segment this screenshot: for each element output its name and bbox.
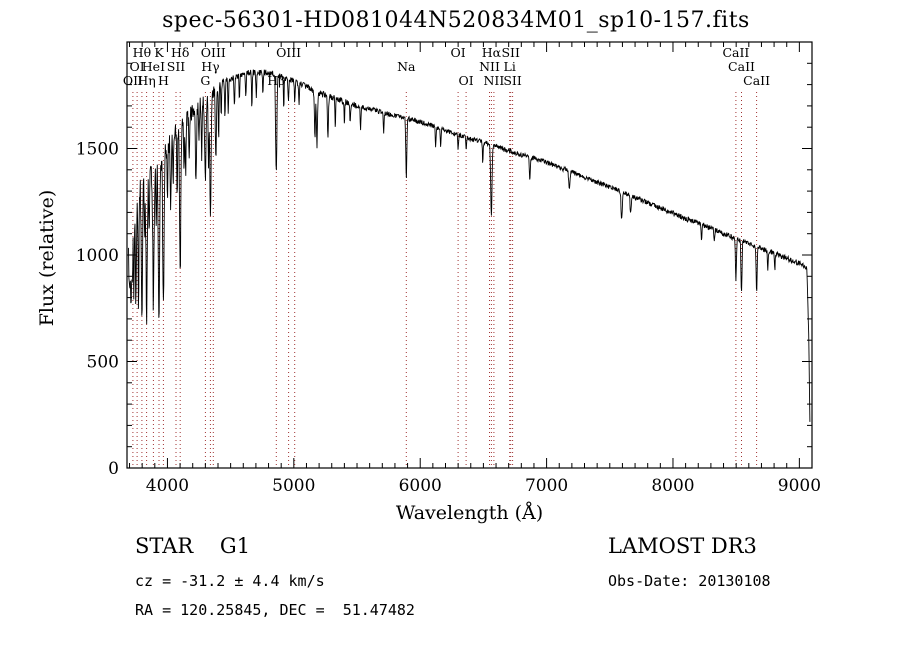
marker-label: CaII [722,45,749,60]
object-class-label: STAR G1 [135,534,251,558]
y-axis-label: Flux (relative) [36,189,58,327]
marker-label: Hθ [133,45,151,60]
spectrum-chart: OIIOIHθHηHeIKHSIIHδGHγOIIIHβOIIINaOIOINI… [76,41,821,496]
marker-label: CaII [728,59,755,74]
plot-frame [126,41,813,469]
svg-text:0: 0 [108,459,119,479]
ra-dec-value: RA = 120.25845, DEC = 51.47482 [135,601,415,619]
marker-label: OI [459,73,474,88]
spectral-line-labels: OIIOIHθHηHeIKHSIIHδGHγOIIIHβOIIINaOIOINI… [123,45,770,88]
marker-label: H [158,73,169,88]
marker-label: K [154,45,164,60]
marker-label: Na [397,59,416,74]
marker-label: HeI [142,59,165,74]
svg-text:8000: 8000 [651,476,694,496]
marker-label: OIII [276,45,301,60]
svg-text:5000: 5000 [272,476,315,496]
svg-text:500: 500 [87,353,119,373]
plot-title: spec-56301-HD081044N520834M01_sp10-157.f… [162,8,750,33]
marker-label: SII [501,45,520,60]
spectrum-line [128,69,811,422]
x-axis-label: Wavelength (Å) [395,502,544,524]
x-tick-labels: 4000 5000 6000 7000 8000 9000 [146,476,821,496]
svg-text:6000: 6000 [399,476,442,496]
svg-text:1500: 1500 [76,140,119,160]
spectral-line-markers [132,92,758,468]
svg-text:1000: 1000 [76,246,119,266]
svg-text:7000: 7000 [525,476,568,496]
marker-label: SII [503,73,522,88]
y-tick-labels: 0 500 1000 1500 [76,140,119,480]
svg-text:9000: 9000 [778,476,821,496]
marker-label: CaII [743,73,770,88]
marker-label: NII [479,59,500,74]
marker-label: OIII [201,45,226,60]
svg-text:4000: 4000 [146,476,189,496]
marker-label: OI [130,59,145,74]
marker-label: Hη [137,73,155,88]
marker-label: G [200,73,210,88]
marker-label: Hδ [171,45,189,60]
cz-value: cz = -31.2 ± 4.4 km/s [135,572,325,590]
marker-label: NII [483,73,504,88]
marker-label: Li [504,59,516,74]
survey-label: LAMOST DR3 [608,534,757,558]
marker-label: OI [451,45,466,60]
obs-date: Obs-Date: 20130108 [608,572,771,590]
marker-label: SII [167,59,186,74]
marker-label: Hα [482,45,502,60]
axis-ticks [127,42,812,468]
marker-label: Hγ [201,59,219,74]
